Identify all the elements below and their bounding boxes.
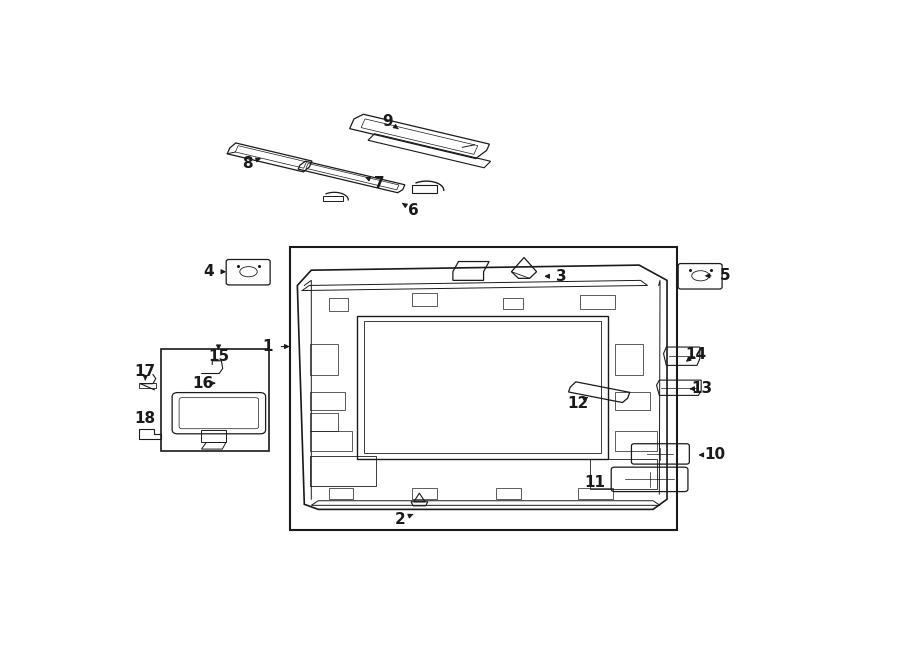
- Text: 16: 16: [193, 375, 214, 391]
- Text: 5: 5: [720, 268, 730, 284]
- Bar: [139, 383, 156, 388]
- Text: 15: 15: [208, 349, 230, 364]
- Bar: [328, 488, 353, 499]
- Text: 13: 13: [691, 381, 713, 397]
- Text: 18: 18: [135, 410, 156, 426]
- Bar: [310, 393, 345, 410]
- Bar: [412, 488, 436, 499]
- Text: 4: 4: [203, 264, 214, 279]
- Bar: [590, 459, 656, 489]
- Text: 8: 8: [242, 156, 252, 171]
- Bar: [579, 488, 613, 499]
- Text: 6: 6: [409, 203, 419, 218]
- Text: 3: 3: [556, 269, 567, 284]
- Bar: [615, 393, 650, 410]
- Bar: [580, 295, 615, 309]
- Text: 12: 12: [568, 395, 590, 410]
- Text: 17: 17: [135, 364, 156, 379]
- Bar: [161, 349, 269, 451]
- Text: 14: 14: [685, 346, 706, 362]
- Text: 11: 11: [584, 475, 605, 490]
- Bar: [310, 412, 338, 430]
- Bar: [412, 293, 436, 306]
- Bar: [496, 488, 520, 499]
- Text: 2: 2: [395, 512, 406, 527]
- Text: 10: 10: [705, 447, 725, 463]
- Bar: [310, 456, 376, 486]
- Bar: [615, 430, 657, 451]
- Text: 1: 1: [262, 339, 273, 354]
- Bar: [328, 298, 348, 311]
- Bar: [310, 344, 338, 375]
- Text: 9: 9: [382, 114, 393, 128]
- Bar: [291, 247, 678, 529]
- Bar: [503, 298, 523, 309]
- Text: 7: 7: [374, 176, 385, 190]
- Bar: [310, 430, 352, 451]
- Bar: [615, 344, 643, 375]
